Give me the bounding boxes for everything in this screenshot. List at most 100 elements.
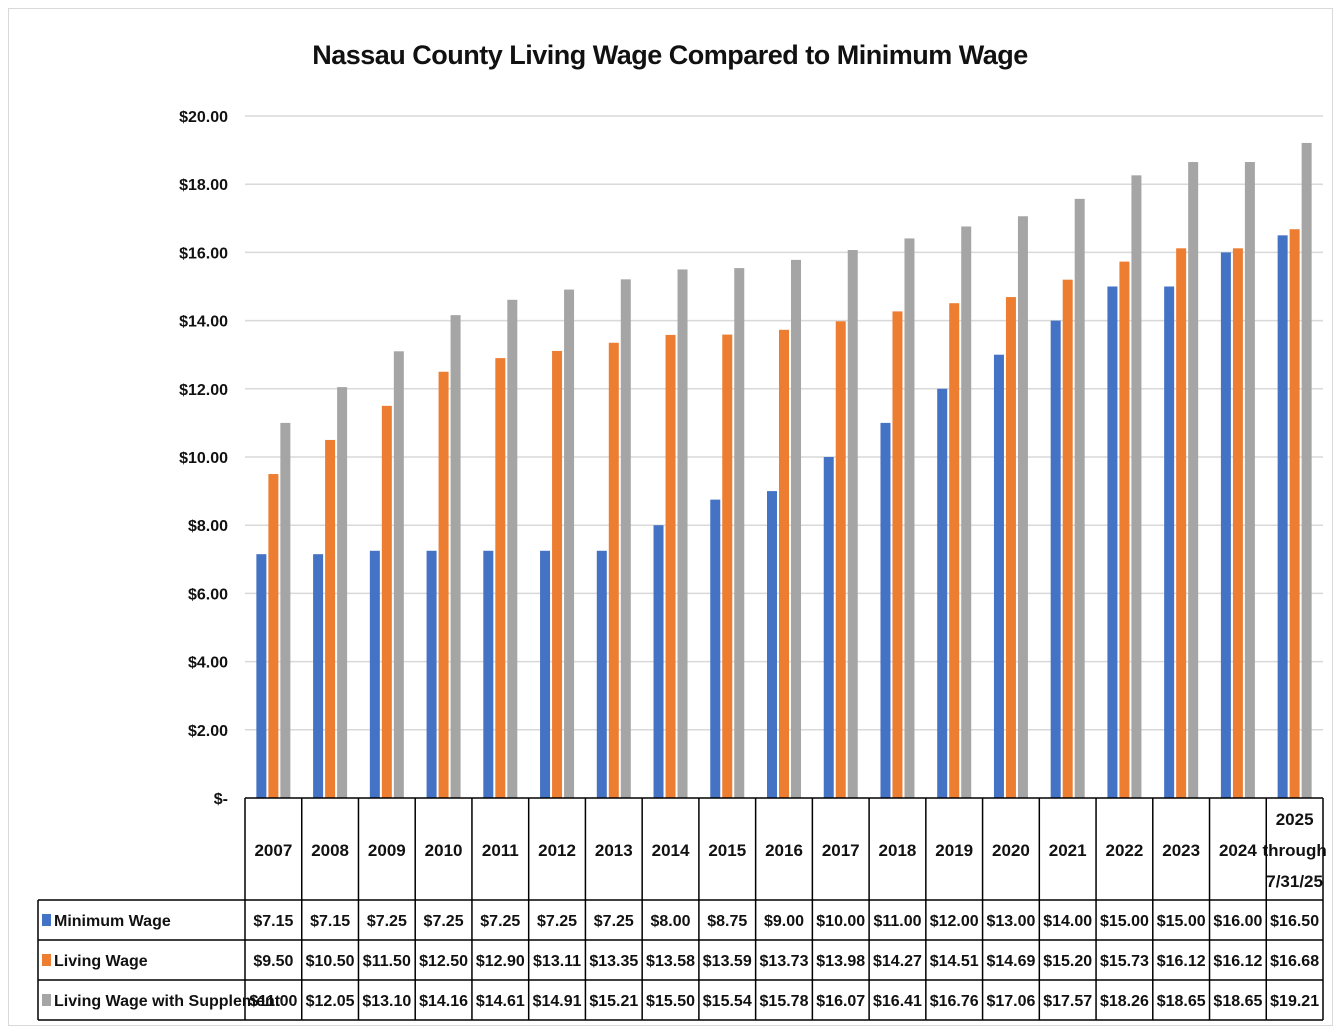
bar	[1119, 261, 1130, 798]
table-cell: $13.73	[760, 953, 809, 970]
table-cell: $14.51	[930, 953, 979, 970]
table-cell: $10.00	[816, 913, 865, 930]
table-cell: $14.27	[873, 953, 922, 970]
bar	[540, 550, 551, 798]
bar	[722, 334, 733, 798]
table-cell: $13.10	[362, 993, 411, 1010]
table-cell: $11.00	[873, 913, 921, 930]
category-label: 2016	[765, 841, 803, 860]
bar	[961, 226, 972, 798]
table-cell: $18.65	[1213, 993, 1262, 1010]
table-cell: $15.54	[703, 993, 752, 1010]
bar	[381, 405, 392, 798]
table-cell: $18.26	[1100, 993, 1149, 1010]
chart-frame	[8, 8, 1333, 1026]
table-cell: $7.15	[310, 913, 350, 930]
table-cell: $15.00	[1100, 913, 1149, 930]
table-cell: $15.73	[1100, 953, 1149, 970]
bar	[1188, 162, 1199, 798]
table-cell: $14.00	[1043, 913, 1092, 930]
table-cell: $16.76	[930, 993, 979, 1010]
bar	[268, 474, 279, 798]
legend-label: Living Wage with Supplement	[54, 993, 281, 1010]
table-cell: $9.00	[764, 913, 804, 930]
legend-swatch	[42, 954, 51, 966]
category-label: 2019	[935, 841, 973, 860]
table-cell: $16.07	[816, 993, 865, 1010]
bar	[1062, 279, 1073, 798]
bar	[734, 268, 745, 798]
legend-label: Minimum Wage	[54, 913, 171, 930]
category-label: 2013	[595, 841, 633, 860]
bar	[450, 315, 461, 798]
bar	[1017, 216, 1028, 798]
table-cell: $16.50	[1270, 913, 1319, 930]
bar	[325, 439, 336, 798]
table-cell: $13.35	[589, 953, 638, 970]
table-cell: $16.12	[1213, 953, 1262, 970]
table-cell: $8.75	[707, 913, 747, 930]
table-cell: $14.91	[533, 993, 582, 1010]
bar	[835, 321, 846, 798]
category-label: 2018	[879, 841, 917, 860]
bar	[779, 329, 789, 798]
y-tick-label: $12.00	[179, 382, 228, 399]
table-cell: $7.25	[480, 913, 520, 930]
category-label: 2017	[822, 841, 860, 860]
bar	[438, 371, 449, 798]
category-label: 2010	[425, 841, 463, 860]
table-cell: $12.90	[476, 953, 525, 970]
category-label: 2014	[652, 841, 690, 860]
bar	[880, 422, 891, 798]
category-label: 2025 through 7/31/25	[1263, 810, 1327, 891]
table-cell: $16.41	[873, 993, 922, 1010]
table-cell: $7.25	[424, 913, 464, 930]
category-label: 2022	[1106, 841, 1144, 860]
y-tick-label: $6.00	[188, 586, 228, 603]
y-tick-label: $16.00	[179, 245, 228, 262]
bar	[337, 387, 348, 798]
bar	[1244, 162, 1255, 798]
category-label: 2012	[538, 841, 576, 860]
bar	[280, 422, 291, 798]
table-cell: $7.25	[367, 913, 407, 930]
table-cell: $12.05	[306, 993, 355, 1010]
bar	[596, 550, 607, 798]
table-cell: $14.69	[986, 953, 1035, 970]
table-cell: $18.65	[1157, 993, 1206, 1010]
table-cell: $7.25	[594, 913, 634, 930]
bar	[949, 303, 960, 798]
bar	[507, 299, 518, 798]
category-label: 2024	[1219, 841, 1257, 860]
y-tick-label: $10.00	[179, 450, 228, 467]
bar	[937, 388, 948, 798]
bar	[1050, 320, 1061, 798]
table-cell: $13.58	[646, 953, 695, 970]
bar	[665, 334, 676, 798]
table-cell: $11.50	[363, 953, 411, 970]
bar	[653, 525, 664, 798]
bar	[608, 342, 619, 798]
category-label: 2020	[992, 841, 1030, 860]
bar	[767, 491, 777, 798]
table-cell: $13.11	[533, 953, 581, 970]
table-cell: $17.57	[1043, 993, 1092, 1010]
table-cell: $8.00	[651, 913, 691, 930]
table-cell: $16.00	[1213, 913, 1262, 930]
table-cell: $13.00	[986, 913, 1035, 930]
bar	[1005, 297, 1016, 798]
table-cell: $12.00	[930, 913, 979, 930]
y-tick-label: $-	[214, 791, 228, 808]
bar	[1301, 142, 1312, 799]
category-label: 2009	[368, 841, 406, 860]
legend-swatch	[42, 914, 51, 926]
table-cell: $13.98	[816, 953, 865, 970]
bar	[904, 238, 915, 798]
bar	[1131, 175, 1142, 799]
bar	[1277, 235, 1288, 799]
bar	[677, 269, 688, 798]
table-cell: $7.15	[253, 913, 293, 930]
bar	[892, 311, 903, 798]
y-tick-label: $18.00	[179, 177, 228, 194]
